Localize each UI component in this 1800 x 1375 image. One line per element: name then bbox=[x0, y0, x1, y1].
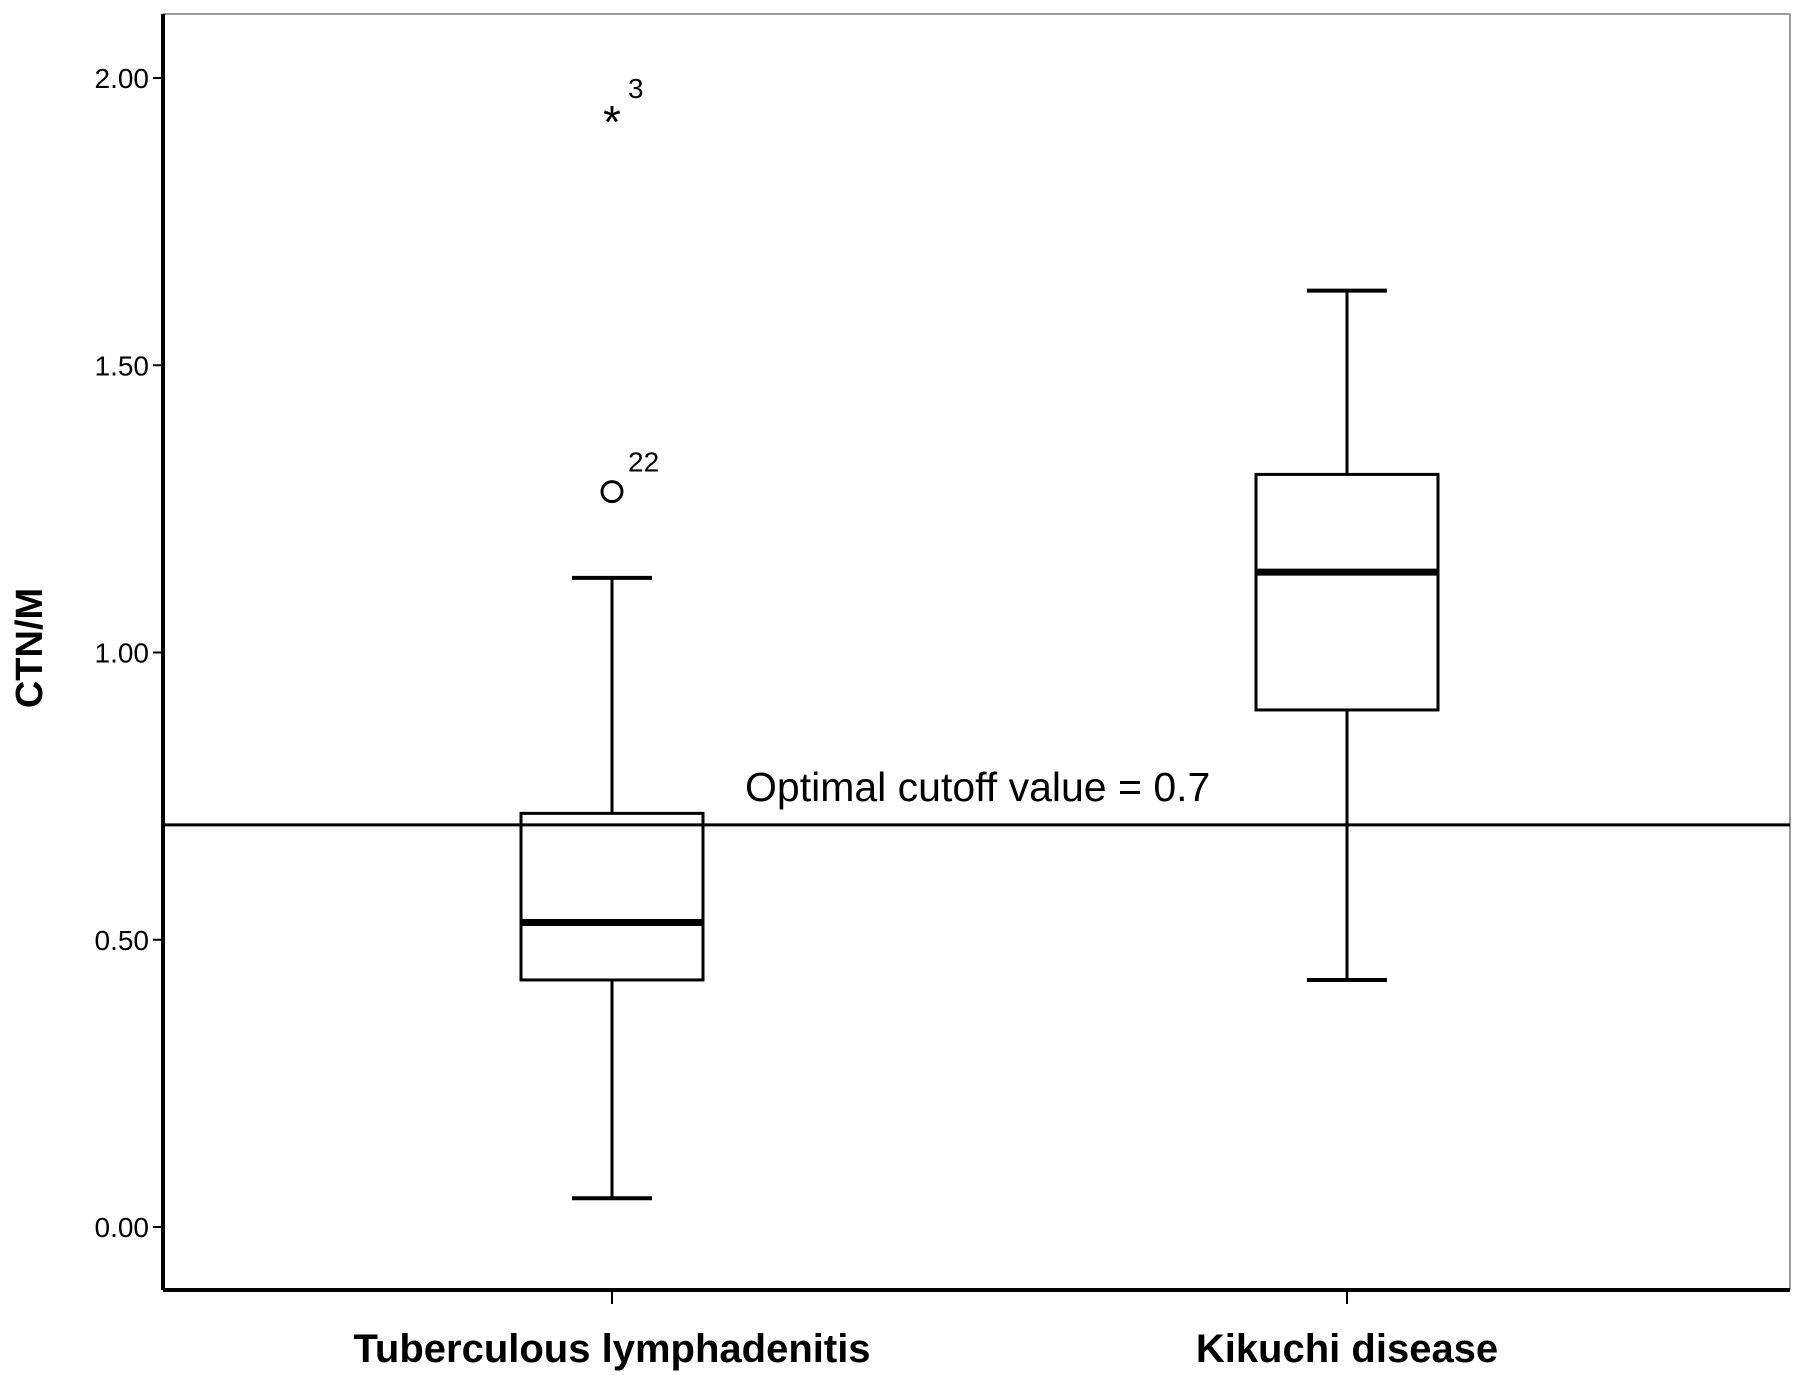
iqr-box bbox=[519, 811, 705, 982]
y-tick-label: 0.00 bbox=[95, 1212, 150, 1243]
cutoff-annotation: Optimal cutoff value = 0.7 bbox=[745, 764, 1210, 810]
extreme-outlier-marker: * bbox=[603, 96, 621, 148]
x-category-label: Kikuchi disease bbox=[1196, 1327, 1498, 1371]
box-1: 22 *3 bbox=[519, 73, 705, 1201]
y-tick-label: 1.00 bbox=[95, 638, 150, 669]
outlier-label: 3 bbox=[628, 73, 644, 104]
y-axis: 0.00 0.50 1.00 1.50 2.00 bbox=[95, 63, 163, 1243]
outlier-marker bbox=[600, 480, 624, 504]
y-axis-title: CTN/M bbox=[9, 588, 51, 708]
plot-frame bbox=[161, 13, 1791, 1292]
boxes: 22 *3 bbox=[519, 73, 1440, 1201]
iqr-box bbox=[1254, 472, 1440, 712]
y-tick-label: 0.50 bbox=[95, 925, 150, 956]
x-axis: Tuberculous lymphadenitis Kikuchi disease bbox=[353, 1290, 1498, 1371]
outlier-label: 22 bbox=[628, 447, 659, 478]
reference-line-group: Optimal cutoff value = 0.7 bbox=[163, 764, 1790, 827]
y-tick-label: 1.50 bbox=[95, 350, 150, 381]
box-2 bbox=[1254, 288, 1440, 982]
x-category-label: Tuberculous lymphadenitis bbox=[353, 1327, 870, 1371]
y-tick-label: 2.00 bbox=[95, 63, 150, 94]
